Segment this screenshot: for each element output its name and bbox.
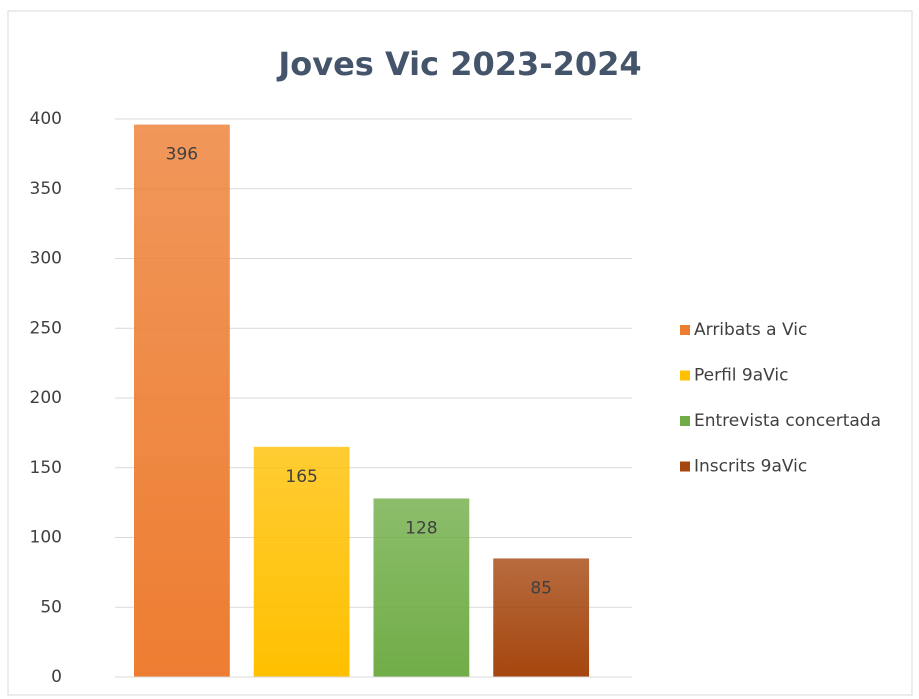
y-tick-label: 400 <box>30 109 62 129</box>
bar <box>134 124 230 677</box>
legend-swatch <box>680 461 690 472</box>
data-label: 396 <box>166 145 198 165</box>
bar <box>493 558 590 677</box>
legend-swatch <box>680 370 690 381</box>
chart-title: Joves Vic 2023-2024 <box>276 45 641 83</box>
data-label: 165 <box>285 467 317 487</box>
legend-swatch <box>680 416 690 426</box>
data-label: 128 <box>405 518 437 538</box>
y-tick-label: 0 <box>51 667 62 687</box>
legend-label: Entrevista concertada <box>694 411 881 431</box>
y-tick-label: 150 <box>30 458 62 478</box>
y-tick-label: 250 <box>30 318 62 338</box>
legend-label: Perfil 9aVic <box>694 366 789 386</box>
data-label: 85 <box>530 578 552 598</box>
y-tick-label: 100 <box>30 528 62 548</box>
y-tick-label: 350 <box>30 179 62 199</box>
legend-swatch <box>680 325 690 335</box>
legend-label: Arribats a Vic <box>694 320 807 340</box>
y-tick-label: 300 <box>30 249 62 269</box>
y-tick-label: 50 <box>40 597 62 617</box>
bar <box>253 446 350 677</box>
bar <box>373 498 470 677</box>
legend-label: Inscrits 9aVic <box>694 457 807 477</box>
y-tick-label: 200 <box>30 388 62 408</box>
